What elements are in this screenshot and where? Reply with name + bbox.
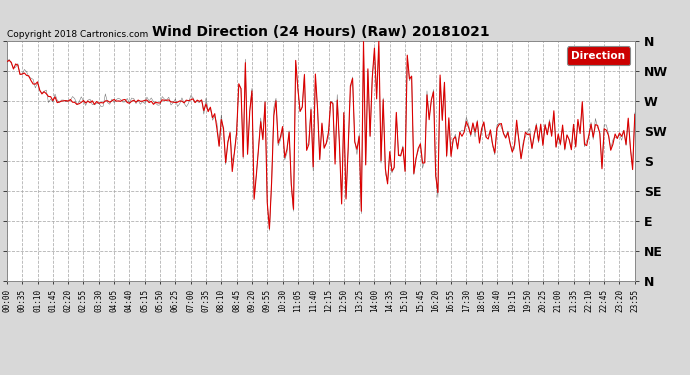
Text: Copyright 2018 Cartronics.com: Copyright 2018 Cartronics.com: [7, 30, 148, 39]
Legend: Direction: Direction: [567, 46, 629, 65]
Title: Wind Direction (24 Hours) (Raw) 20181021: Wind Direction (24 Hours) (Raw) 20181021: [152, 25, 490, 39]
